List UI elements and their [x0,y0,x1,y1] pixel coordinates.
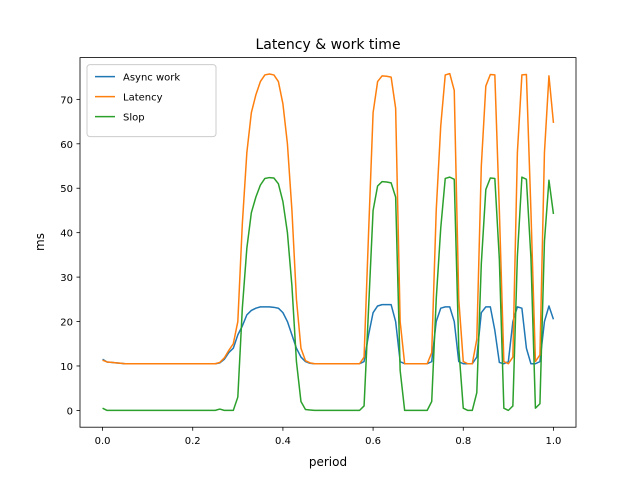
y-tick-label: 50 [60,184,73,195]
y-tick-label: 0 [67,406,73,417]
x-tick-label: 0.6 [365,436,381,447]
x-axis-label: period [309,455,347,469]
x-tick-label: 0.4 [275,436,291,447]
legend-label: Async work [123,73,180,84]
x-tick-label: 0.2 [185,436,201,447]
x-tick-label: 0.0 [95,436,111,447]
legend-box [86,64,217,138]
y-tick-label: 60 [60,140,73,151]
y-tick-label: 30 [60,273,73,284]
legend-label: Slop [123,113,145,124]
line-series [102,72,555,365]
x-tick-label: 0.8 [455,436,471,447]
y-tick-label: 20 [60,318,73,329]
x-tick-label: 1.0 [546,436,562,447]
legend-label: Latency [123,93,163,104]
axes-frame [79,57,577,428]
y-axis-label: ms [33,233,47,251]
y-tick-label: 10 [60,362,73,373]
line-series [102,176,555,412]
chart-title: Latency & work time [255,37,400,53]
y-tick-label: 40 [60,229,73,240]
y-tick-label: 70 [60,95,73,106]
